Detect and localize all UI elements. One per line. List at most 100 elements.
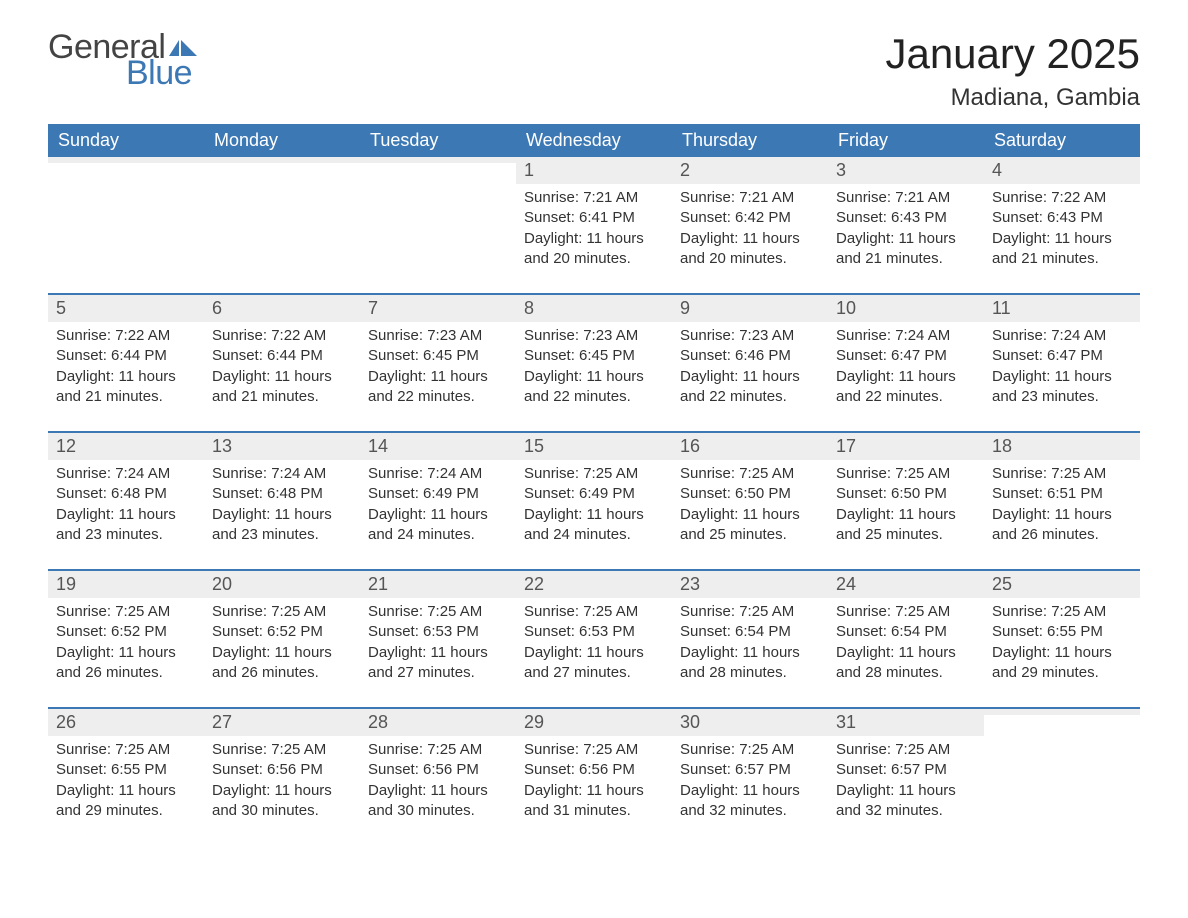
day-data: Sunrise: 7:22 AM Sunset: 6:43 PM Dayligh… <box>984 184 1140 293</box>
calendar-cell: 12Sunrise: 7:24 AM Sunset: 6:48 PM Dayli… <box>48 432 204 570</box>
day-data: Sunrise: 7:25 AM Sunset: 6:55 PM Dayligh… <box>984 598 1140 707</box>
day-number: 21 <box>360 571 516 598</box>
day-data <box>984 715 1140 805</box>
day-data: Sunrise: 7:25 AM Sunset: 6:52 PM Dayligh… <box>204 598 360 707</box>
calendar-cell: 1Sunrise: 7:21 AM Sunset: 6:41 PM Daylig… <box>516 157 672 294</box>
calendar-cell: 21Sunrise: 7:25 AM Sunset: 6:53 PM Dayli… <box>360 570 516 708</box>
day-data: Sunrise: 7:25 AM Sunset: 6:50 PM Dayligh… <box>672 460 828 569</box>
calendar-body: 1Sunrise: 7:21 AM Sunset: 6:41 PM Daylig… <box>48 157 1140 845</box>
day-data: Sunrise: 7:25 AM Sunset: 6:54 PM Dayligh… <box>828 598 984 707</box>
day-number: 25 <box>984 571 1140 598</box>
header: General Blue January 2025 Madiana, Gambi… <box>48 30 1140 112</box>
calendar-cell: 26Sunrise: 7:25 AM Sunset: 6:55 PM Dayli… <box>48 708 204 845</box>
day-number: 2 <box>672 157 828 184</box>
day-data: Sunrise: 7:25 AM Sunset: 6:56 PM Dayligh… <box>204 736 360 845</box>
calendar-cell: 16Sunrise: 7:25 AM Sunset: 6:50 PM Dayli… <box>672 432 828 570</box>
day-number: 26 <box>48 709 204 736</box>
day-header: Thursday <box>672 124 828 157</box>
day-number: 5 <box>48 295 204 322</box>
calendar-week: 12Sunrise: 7:24 AM Sunset: 6:48 PM Dayli… <box>48 432 1140 570</box>
day-header: Wednesday <box>516 124 672 157</box>
day-number: 11 <box>984 295 1140 322</box>
calendar-cell: 27Sunrise: 7:25 AM Sunset: 6:56 PM Dayli… <box>204 708 360 845</box>
calendar-cell: 5Sunrise: 7:22 AM Sunset: 6:44 PM Daylig… <box>48 294 204 432</box>
day-number: 13 <box>204 433 360 460</box>
day-number: 14 <box>360 433 516 460</box>
day-number: 28 <box>360 709 516 736</box>
calendar-week: 5Sunrise: 7:22 AM Sunset: 6:44 PM Daylig… <box>48 294 1140 432</box>
calendar-week: 26Sunrise: 7:25 AM Sunset: 6:55 PM Dayli… <box>48 708 1140 845</box>
day-number: 10 <box>828 295 984 322</box>
day-number: 24 <box>828 571 984 598</box>
page-title: January 2025 <box>885 30 1140 78</box>
location-subtitle: Madiana, Gambia <box>885 84 1140 112</box>
day-data: Sunrise: 7:24 AM Sunset: 6:47 PM Dayligh… <box>828 322 984 431</box>
day-data: Sunrise: 7:25 AM Sunset: 6:53 PM Dayligh… <box>360 598 516 707</box>
calendar-cell: 31Sunrise: 7:25 AM Sunset: 6:57 PM Dayli… <box>828 708 984 845</box>
day-header-row: Sunday Monday Tuesday Wednesday Thursday… <box>48 124 1140 157</box>
logo-word2: Blue <box>126 56 197 90</box>
day-data: Sunrise: 7:24 AM Sunset: 6:48 PM Dayligh… <box>48 460 204 569</box>
day-data: Sunrise: 7:22 AM Sunset: 6:44 PM Dayligh… <box>204 322 360 431</box>
calendar-cell <box>360 157 516 294</box>
calendar-cell <box>984 708 1140 845</box>
calendar-cell: 9Sunrise: 7:23 AM Sunset: 6:46 PM Daylig… <box>672 294 828 432</box>
day-data: Sunrise: 7:25 AM Sunset: 6:52 PM Dayligh… <box>48 598 204 707</box>
calendar-cell: 23Sunrise: 7:25 AM Sunset: 6:54 PM Dayli… <box>672 570 828 708</box>
calendar-cell: 30Sunrise: 7:25 AM Sunset: 6:57 PM Dayli… <box>672 708 828 845</box>
calendar-cell: 25Sunrise: 7:25 AM Sunset: 6:55 PM Dayli… <box>984 570 1140 708</box>
calendar-cell: 6Sunrise: 7:22 AM Sunset: 6:44 PM Daylig… <box>204 294 360 432</box>
day-data: Sunrise: 7:25 AM Sunset: 6:57 PM Dayligh… <box>828 736 984 845</box>
day-number: 4 <box>984 157 1140 184</box>
day-number: 7 <box>360 295 516 322</box>
day-number: 20 <box>204 571 360 598</box>
day-number: 6 <box>204 295 360 322</box>
calendar-cell: 17Sunrise: 7:25 AM Sunset: 6:50 PM Dayli… <box>828 432 984 570</box>
day-data: Sunrise: 7:23 AM Sunset: 6:45 PM Dayligh… <box>516 322 672 431</box>
day-data: Sunrise: 7:25 AM Sunset: 6:57 PM Dayligh… <box>672 736 828 845</box>
day-number: 27 <box>204 709 360 736</box>
day-header: Tuesday <box>360 124 516 157</box>
calendar-cell: 3Sunrise: 7:21 AM Sunset: 6:43 PM Daylig… <box>828 157 984 294</box>
calendar-cell: 28Sunrise: 7:25 AM Sunset: 6:56 PM Dayli… <box>360 708 516 845</box>
day-header: Friday <box>828 124 984 157</box>
day-data: Sunrise: 7:21 AM Sunset: 6:43 PM Dayligh… <box>828 184 984 293</box>
day-data: Sunrise: 7:21 AM Sunset: 6:42 PM Dayligh… <box>672 184 828 293</box>
day-number: 9 <box>672 295 828 322</box>
day-number: 18 <box>984 433 1140 460</box>
day-data: Sunrise: 7:25 AM Sunset: 6:49 PM Dayligh… <box>516 460 672 569</box>
day-number: 8 <box>516 295 672 322</box>
title-block: January 2025 Madiana, Gambia <box>885 30 1140 112</box>
logo: General Blue <box>48 30 197 90</box>
calendar-cell: 22Sunrise: 7:25 AM Sunset: 6:53 PM Dayli… <box>516 570 672 708</box>
calendar-cell: 15Sunrise: 7:25 AM Sunset: 6:49 PM Dayli… <box>516 432 672 570</box>
day-data: Sunrise: 7:24 AM Sunset: 6:47 PM Dayligh… <box>984 322 1140 431</box>
day-data: Sunrise: 7:25 AM Sunset: 6:54 PM Dayligh… <box>672 598 828 707</box>
calendar-cell: 24Sunrise: 7:25 AM Sunset: 6:54 PM Dayli… <box>828 570 984 708</box>
day-number: 22 <box>516 571 672 598</box>
day-number: 29 <box>516 709 672 736</box>
day-number: 1 <box>516 157 672 184</box>
day-data: Sunrise: 7:22 AM Sunset: 6:44 PM Dayligh… <box>48 322 204 431</box>
day-header: Monday <box>204 124 360 157</box>
day-data: Sunrise: 7:25 AM Sunset: 6:50 PM Dayligh… <box>828 460 984 569</box>
day-number: 30 <box>672 709 828 736</box>
day-number: 12 <box>48 433 204 460</box>
day-data: Sunrise: 7:25 AM Sunset: 6:56 PM Dayligh… <box>516 736 672 845</box>
day-data <box>204 163 360 253</box>
day-number: 23 <box>672 571 828 598</box>
calendar-cell: 18Sunrise: 7:25 AM Sunset: 6:51 PM Dayli… <box>984 432 1140 570</box>
calendar-cell: 8Sunrise: 7:23 AM Sunset: 6:45 PM Daylig… <box>516 294 672 432</box>
day-data: Sunrise: 7:24 AM Sunset: 6:49 PM Dayligh… <box>360 460 516 569</box>
calendar-cell: 13Sunrise: 7:24 AM Sunset: 6:48 PM Dayli… <box>204 432 360 570</box>
day-number: 15 <box>516 433 672 460</box>
day-data: Sunrise: 7:23 AM Sunset: 6:46 PM Dayligh… <box>672 322 828 431</box>
calendar-cell: 4Sunrise: 7:22 AM Sunset: 6:43 PM Daylig… <box>984 157 1140 294</box>
day-number: 19 <box>48 571 204 598</box>
calendar-cell: 11Sunrise: 7:24 AM Sunset: 6:47 PM Dayli… <box>984 294 1140 432</box>
day-header: Saturday <box>984 124 1140 157</box>
day-data: Sunrise: 7:25 AM Sunset: 6:55 PM Dayligh… <box>48 736 204 845</box>
day-number: 3 <box>828 157 984 184</box>
day-data <box>360 163 516 253</box>
calendar-cell: 20Sunrise: 7:25 AM Sunset: 6:52 PM Dayli… <box>204 570 360 708</box>
